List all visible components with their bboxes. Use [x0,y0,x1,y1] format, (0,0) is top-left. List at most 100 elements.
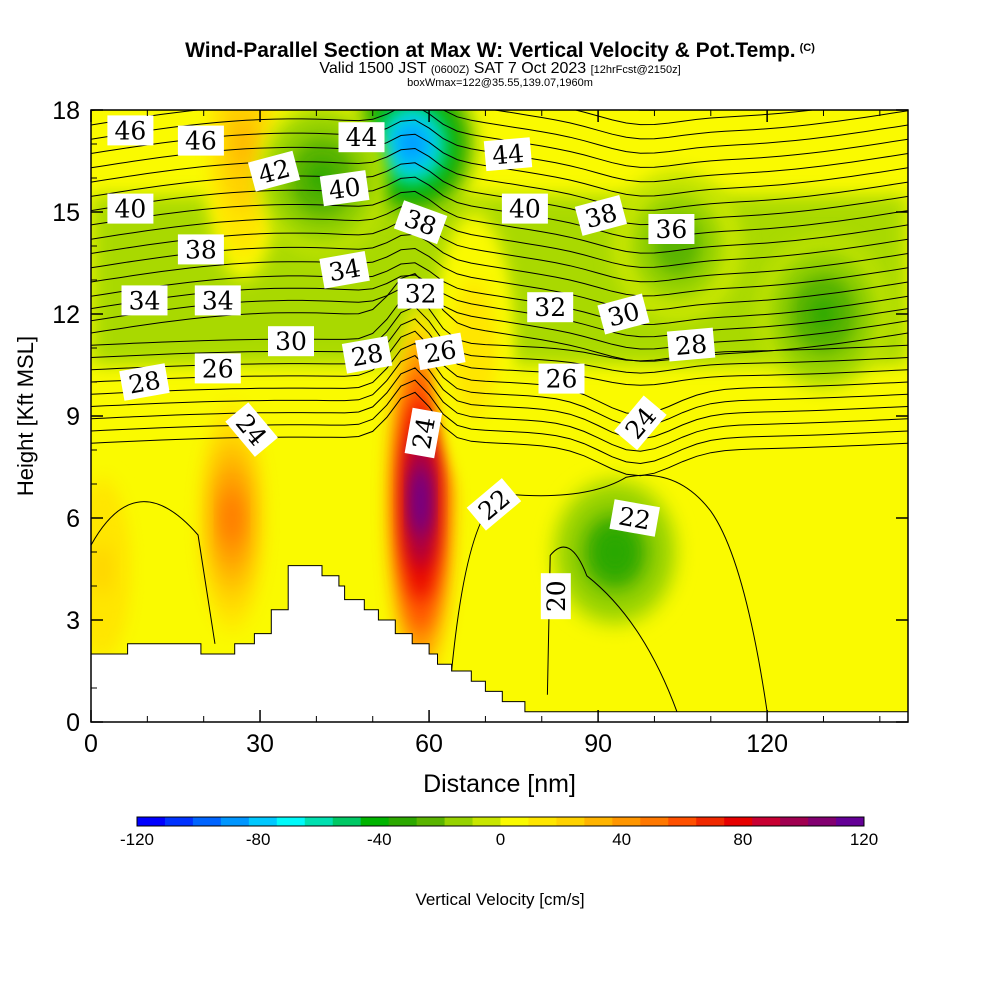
colorbar-tick-label: 80 [733,830,752,849]
theta-label-box [107,193,154,224]
y-tick-label: 12 [52,301,80,329]
colorbar-swatch [192,817,222,826]
theta-label-text: 40 [509,195,541,224]
theta-label-text: 24 [407,415,441,451]
theta-label-box [194,353,241,384]
theta-label: 32 [397,278,444,309]
theta-label-box [248,150,301,192]
theta-label-box [501,193,548,224]
isentrope-line [91,391,908,477]
potential-temperature-contours [91,110,908,712]
downdraft-level [399,127,426,161]
colorbar-swatch [360,817,390,826]
theta-label-text: 28 [126,365,162,399]
updraft-core [205,110,282,280]
theta-label-text: 32 [534,293,566,322]
box-wmax-info: boxWmax=122@35.55,139.07,1960m [407,77,593,89]
updraft-level [234,118,253,170]
forecast-info: [12hrFcst@2150z] [590,64,681,76]
theta-label-box [107,115,154,146]
updraft-core [91,433,141,705]
theta-label-text: 34 [327,253,363,287]
theta-label: 44 [483,137,533,172]
theta-label-box [466,478,522,531]
theta-label-text: 22 [616,501,652,535]
y-axis-label: Height [Kft MSL] [13,336,38,496]
theta-label-box [648,214,695,244]
theta-label-box [614,395,667,451]
theta-label: 28 [341,336,393,374]
theta-label-box [177,234,224,265]
theta-label: 40 [319,170,370,207]
updraft-level [222,492,241,544]
x-tick-label: 30 [246,730,274,758]
colorbar-tick-label: -40 [367,830,392,849]
title-text: Wind-Parallel Section at Max W: Vertical… [185,39,796,62]
y-tick-label: 18 [52,97,80,125]
colorbar-swatch [220,817,250,826]
colorbar-swatch [612,817,641,826]
isentrope-line [91,190,908,254]
theta-label-box [341,336,393,374]
isentrope-line [573,110,817,126]
theta-label-box [609,499,660,537]
isentrope-line [91,367,908,452]
theta-label-text: 34 [202,286,234,315]
isentrope-line [91,247,908,311]
colorbar-swatch [668,817,697,826]
colorbar-swatch [444,817,474,826]
theta-label: 30 [268,326,314,357]
theta-label-box [119,363,170,401]
updraft-core [193,382,270,654]
theta-label-box [397,278,444,309]
x-tick-label: 0 [84,730,98,758]
x-axis-label: Distance [nm] [423,770,576,798]
theta-label-box [393,200,448,245]
colorbar-tick-label: -120 [120,830,154,849]
isentrope-line [91,273,908,362]
theta-label: 34 [194,285,241,316]
theta-label: 40 [501,193,548,224]
y-tick-label: 9 [66,403,80,431]
theta-label-text: 46 [185,127,217,156]
colorbar-swatch [304,817,334,826]
theta-label-box [225,402,278,457]
y-tick-label: 15 [52,199,80,227]
theta-label-text: 34 [129,286,161,315]
theta-label-text: 28 [349,338,385,372]
colorbar-swatch [556,817,585,826]
theta-label-text: 32 [405,280,437,309]
theta-label-text: 26 [546,365,578,394]
theta-label: 46 [177,125,224,156]
theta-label-box [483,137,533,172]
x-tick-label: 90 [584,730,612,758]
theta-label-box [540,573,571,620]
theta-label-text: 26 [422,335,458,369]
isentrope-line [91,262,908,326]
theta-label: 26 [194,353,241,384]
isentrope-line [91,306,908,374]
isentrope-line [91,501,216,644]
isentrope-line [91,233,908,297]
colorbar-swatch [248,817,278,826]
colorbar-swatch [724,817,753,826]
copyright-mark: (C) [799,42,815,54]
colorbar-swatch [332,817,362,826]
theta-label: 20 [540,573,571,620]
theta-label-box [121,285,168,316]
colorbar-swatch [528,817,557,826]
theta-label-box [404,407,443,459]
colorbar-swatch [752,817,781,826]
colorbar-swatch [472,817,501,826]
valid-utc: (0600Z) [430,64,470,76]
colorbar-label: Vertical Velocity [cm/s] [415,890,585,909]
theta-label: 34 [319,251,370,289]
theta-label-box [538,363,585,394]
theta-label: 46 [107,115,154,146]
downdraft-level [602,535,629,569]
isentrope-line [91,147,908,211]
vertical-velocity-field [91,110,908,722]
colorbar-tick-label: 40 [612,830,631,849]
theta-label-text: 44 [491,139,525,171]
